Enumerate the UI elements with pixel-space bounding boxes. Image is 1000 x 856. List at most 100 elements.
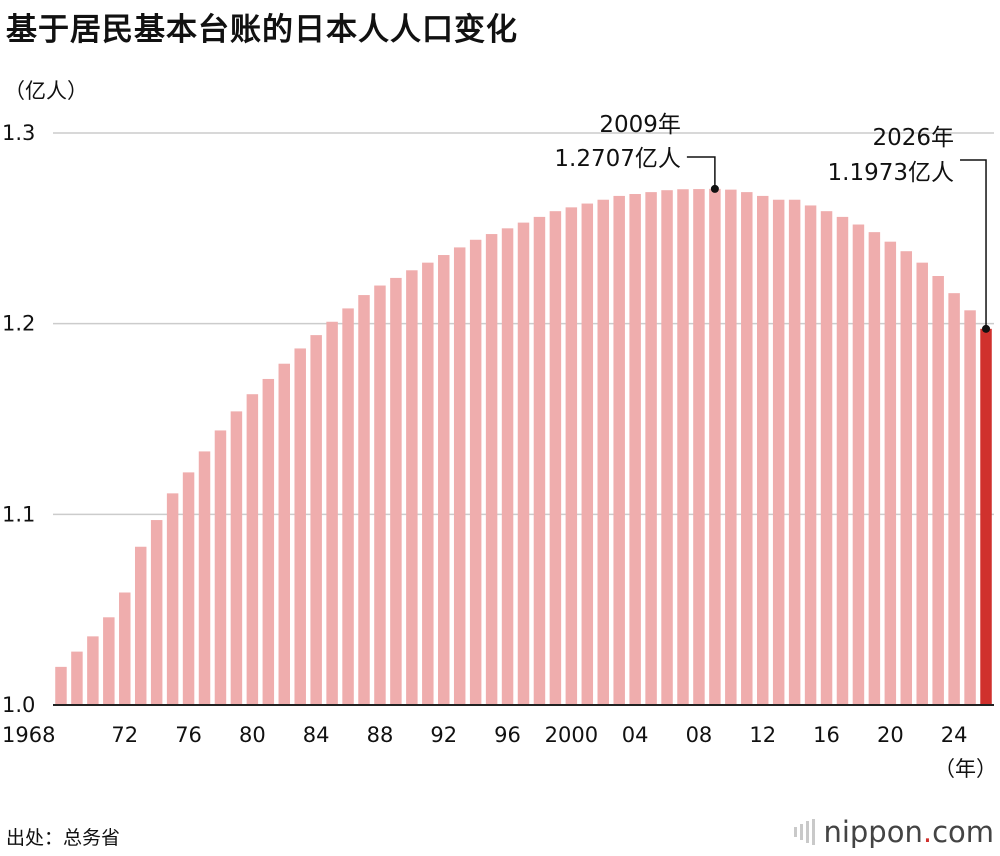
bar (900, 251, 913, 706)
bar (166, 493, 179, 705)
bar (453, 247, 466, 705)
bar (645, 192, 657, 705)
y-tick-label: 1.1 (2, 502, 35, 526)
x-tick-label: 88 (367, 723, 394, 747)
y-tick-labels: 1.0 1.1 1.2 1.3 (2, 121, 35, 717)
bar (374, 285, 386, 705)
bar (948, 293, 960, 705)
bar (565, 207, 578, 706)
bar (230, 411, 243, 705)
bar (422, 262, 434, 705)
bar (517, 222, 530, 705)
bar (150, 520, 163, 705)
y-tick-label: 1.2 (2, 312, 35, 336)
bar (852, 224, 865, 705)
bar (406, 270, 418, 705)
x-tick-label: 12 (749, 723, 776, 747)
bar (549, 211, 562, 705)
bar (87, 636, 99, 705)
bar (709, 188, 721, 705)
bar (884, 241, 897, 705)
x-tick-label: 16 (813, 723, 840, 747)
bar (613, 195, 625, 706)
bar (932, 276, 944, 705)
annotation-dot (982, 324, 991, 333)
bar (788, 199, 801, 705)
x-axis-unit-label: （年） (934, 757, 997, 781)
x-tick-labels: 1968 72 76 80 84 88 92 96 2000 04 08 12 16 20 24 (2, 723, 967, 747)
bar (756, 195, 769, 706)
logo-dot: . (922, 815, 933, 849)
bar (597, 199, 609, 705)
bar (103, 617, 115, 705)
annotation-year: 2009年 (599, 112, 681, 138)
annotation-year: 2026年 (872, 125, 954, 151)
bar (358, 295, 370, 705)
bar (438, 255, 450, 705)
bar (661, 190, 673, 705)
annotation-leader (960, 159, 987, 329)
bar (469, 239, 482, 706)
bar (134, 546, 147, 705)
bar (629, 194, 641, 705)
x-tick-label: 92 (430, 723, 457, 747)
x-tick-label: 08 (686, 723, 713, 747)
annotation-value: 1.2707亿人 (554, 146, 680, 172)
bar (725, 189, 737, 706)
bar (214, 430, 227, 705)
source-note: 出处：总务省 (6, 827, 121, 849)
x-tick-label: 84 (303, 723, 330, 747)
y-tick-label: 1.0 (2, 693, 35, 717)
annotation-leader (686, 156, 716, 189)
bar (836, 216, 849, 706)
bar (581, 203, 594, 705)
bar-highlight (980, 328, 992, 705)
bar (294, 348, 306, 705)
bar (533, 216, 546, 706)
bar (278, 363, 291, 705)
bar (55, 666, 67, 705)
x-tick-label: 72 (111, 723, 138, 747)
annotations: 2009年 1.2707亿人 2026年 1.1973亿人 (554, 112, 991, 333)
bar (182, 472, 195, 705)
bar (804, 205, 817, 705)
chart-title: 基于居民基本台账的日本人人口变化 (6, 12, 518, 48)
x-tick-label: 24 (941, 723, 968, 747)
bar (772, 199, 785, 705)
bar (71, 651, 83, 705)
x-tick-label: 1968 (2, 723, 55, 747)
bar (326, 321, 338, 705)
annotation-dot (710, 184, 719, 193)
x-tick-label: 96 (494, 723, 521, 747)
bar (198, 451, 211, 705)
x-tick-label: 80 (239, 723, 266, 747)
bar (693, 189, 705, 705)
bar (485, 234, 498, 705)
logo-text: nippon (823, 815, 923, 849)
y-axis-unit-label: （亿人） (4, 79, 88, 103)
bars (53, 188, 994, 706)
bar (310, 335, 322, 705)
logo-bars-icon (794, 819, 816, 845)
bar (246, 394, 259, 705)
x-tick-label: 2000 (545, 723, 598, 747)
nippon-logo: nippon. com (794, 815, 994, 849)
y-tick-label: 1.3 (2, 121, 35, 145)
bar (964, 310, 976, 705)
bar (501, 228, 514, 706)
bar (677, 189, 689, 705)
bar (390, 277, 402, 705)
x-tick-label: 76 (175, 723, 202, 747)
bar (820, 211, 833, 705)
x-tick-label: 04 (622, 723, 649, 747)
annotation-value: 1.1973亿人 (828, 160, 954, 186)
bar (741, 192, 753, 705)
bar (262, 378, 275, 705)
bar (868, 232, 881, 705)
x-tick-label: 20 (877, 723, 904, 747)
logo-tld: com (932, 815, 994, 849)
bar (916, 262, 928, 705)
bar (342, 308, 354, 705)
bar-chart: 1.01.11.21.3 1968 72 76 80 84 88 92 96 2000 04 08 1… (2, 112, 997, 781)
bar (119, 592, 131, 705)
